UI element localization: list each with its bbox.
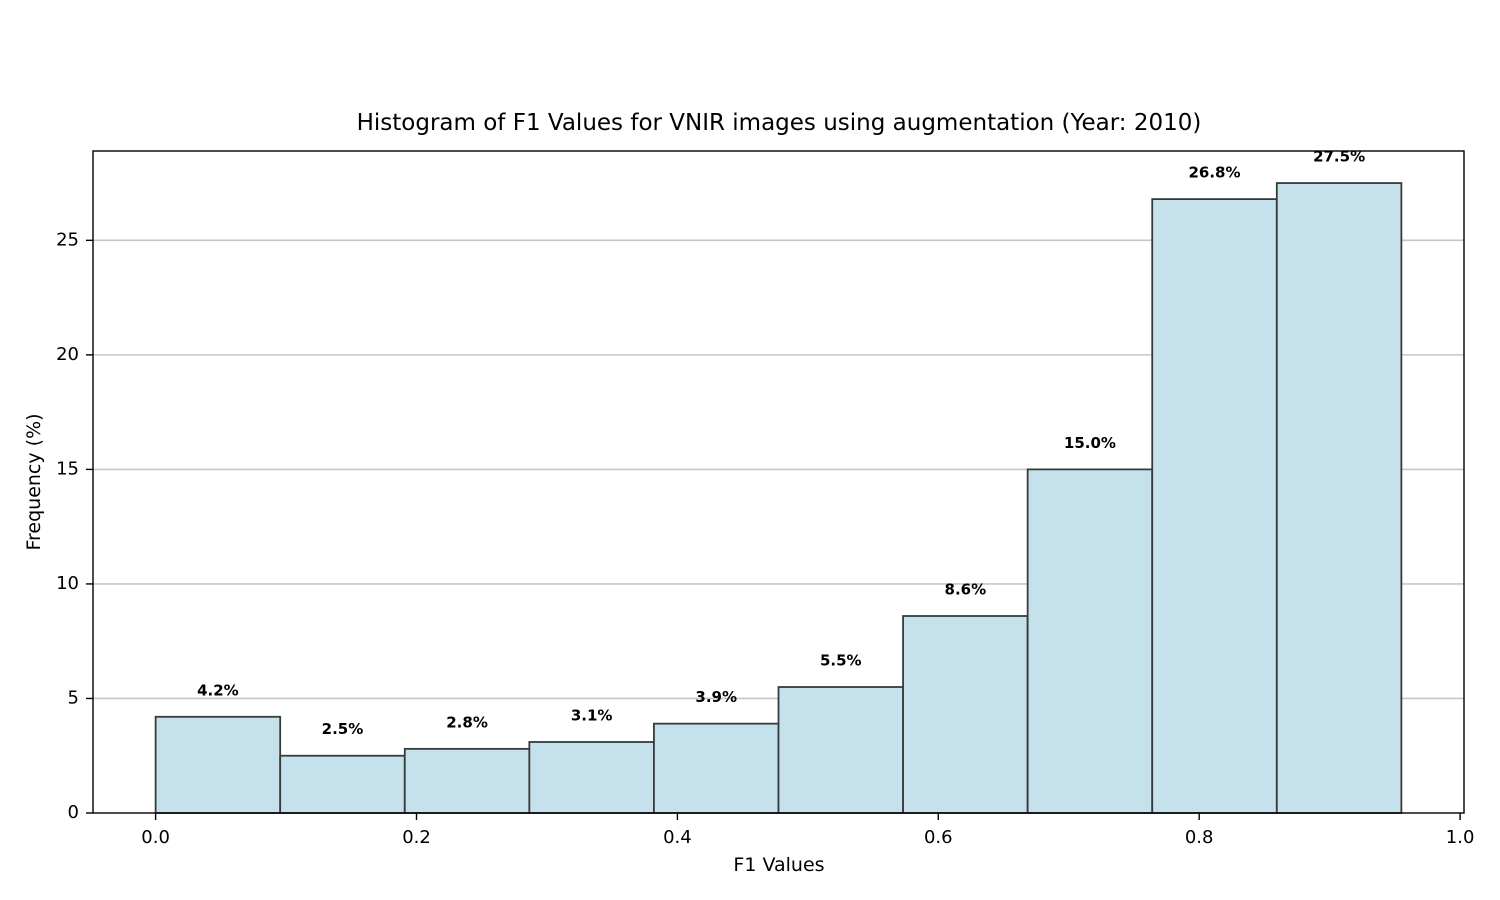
data-label-2: 2.8% [446,713,488,731]
bar-3 [528,741,655,814]
bar-1 [279,754,406,814]
y-tick-label-5: 25 [56,229,79,250]
bars [154,182,1403,814]
data-label-7: 15.0% [1064,434,1116,452]
x-tick-label-4: 0.8 [1185,827,1214,848]
data-label-6: 8.6% [945,581,987,599]
data-label-3: 3.1% [571,706,613,724]
bar-6 [902,615,1029,814]
y-tick-label-4: 20 [56,344,79,365]
x-axis-label: F1 Values [733,854,824,876]
data-label-5: 5.5% [820,652,862,670]
data-label-9: 27.5% [1313,148,1365,166]
y-axis-label: Frequency (%) [23,413,45,550]
y-tick-label-0: 0 [68,802,79,823]
bar-7 [1026,468,1154,814]
plot-frame [92,150,1465,814]
bar-2 [403,747,531,814]
x-tick-label-2: 0.4 [663,827,692,848]
x-tick-label-3: 0.6 [924,827,953,848]
y-axis-ticks: 0 5 10 15 20 25 [56,229,93,823]
bar-4 [653,722,780,814]
data-label-8: 26.8% [1188,164,1240,182]
x-axis-ticks: 0.0 0.2 0.4 0.6 0.8 1.0 [141,813,1474,848]
y-tick-label-3: 15 [56,458,79,479]
bar-9 [1275,182,1403,814]
x-tick-label-5: 1.0 [1446,827,1475,848]
bar-5 [777,686,904,814]
bar-0 [154,715,282,814]
bar-8 [1151,198,1278,814]
y-tick-label-1: 5 [68,687,79,708]
data-label-4: 3.9% [695,688,737,706]
data-label-1: 2.5% [322,720,364,738]
data-label-0: 4.2% [197,681,239,699]
chart-title: Histogram of F1 Values for VNIR images u… [357,110,1202,136]
data-labels: 4.2% 2.5% 2.8% 3.1% 3.9% 5.5% 8.6% 15.0% 26.8% 27… [197,148,1365,739]
y-tick-label-2: 10 [56,573,79,594]
x-tick-label-1: 0.2 [402,827,431,848]
x-tick-label-0: 0.0 [141,827,170,848]
